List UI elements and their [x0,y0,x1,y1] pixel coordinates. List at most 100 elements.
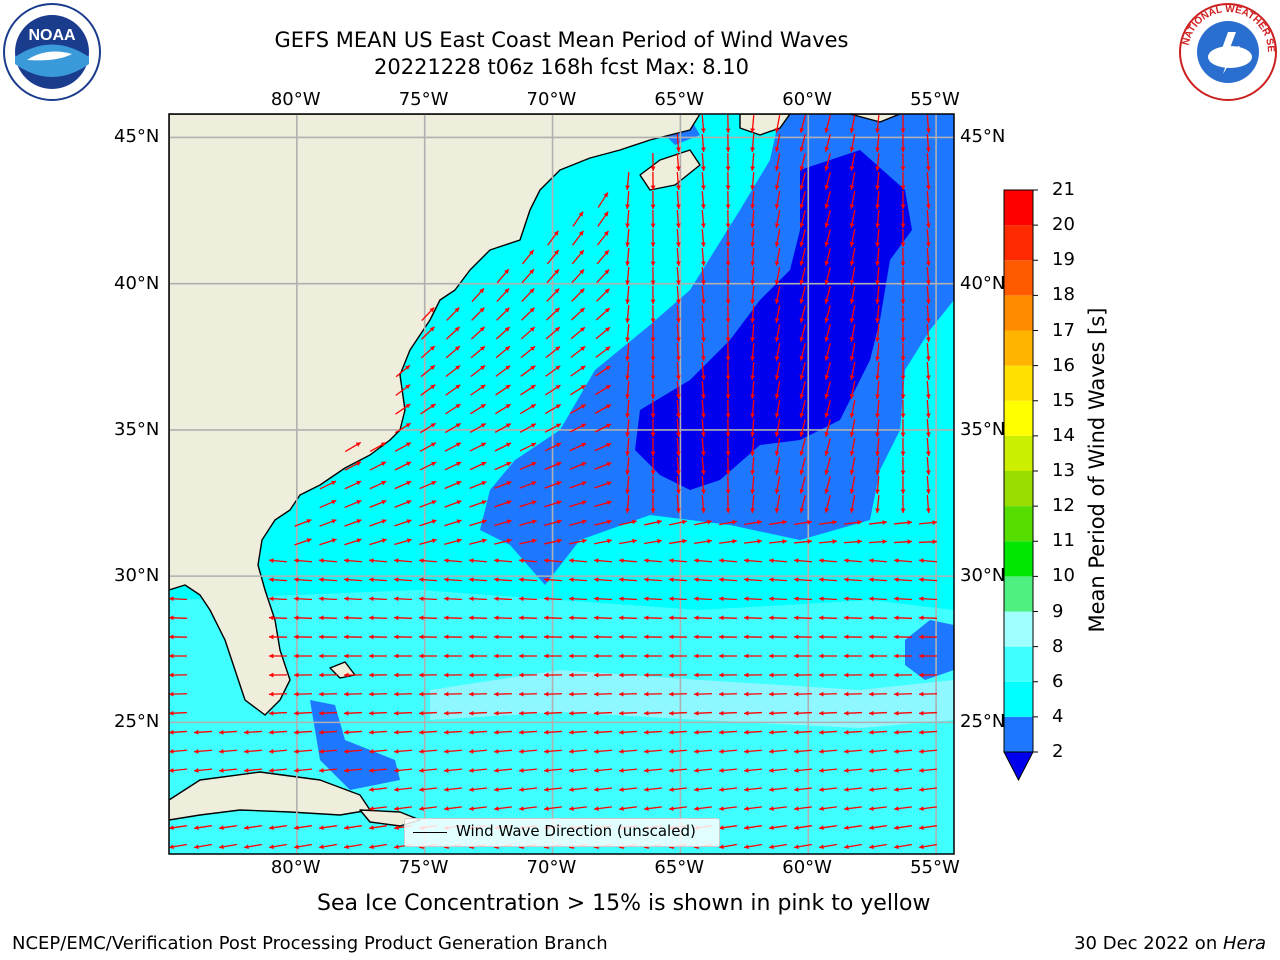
arrow-head [750,375,756,380]
arrow-head [794,653,799,659]
arrow-head [875,204,880,209]
arrow-head [603,230,609,236]
arrow-head [594,710,599,716]
arrow-head [900,204,906,209]
arrow-head [675,489,681,494]
arrow-head [719,806,724,811]
arrow-head [169,844,174,850]
arrow-head [625,242,630,247]
lon-tick-label: 55°W [910,857,960,878]
arrow-head [269,844,274,850]
arrow-head [569,748,574,754]
lon-tick-label: 55°W [910,89,960,110]
arrow-head [925,413,931,418]
arrow-head [369,806,374,811]
arrow-head [469,787,474,792]
arrow-head [719,787,724,792]
arrow-head [531,538,537,544]
arrow-head [849,356,855,361]
arrow-head [919,577,924,583]
arrow-head [919,596,924,602]
arrow-head [844,710,849,716]
arrow-head [824,450,830,456]
arrow-head [719,729,724,735]
arrow-head [900,508,906,513]
arrow-head [774,242,780,247]
arrow-head [294,672,299,678]
arrow-head [650,261,656,266]
arrow-head [725,337,731,342]
arrow-head [619,787,624,792]
arrow-head [774,166,780,171]
arrow-head [444,615,449,621]
arrow-head [603,211,609,217]
arrow-head [799,469,805,475]
arrow-head [894,768,899,773]
arrow-head [331,480,337,486]
arrow-head [750,508,756,513]
arrow-head [369,768,374,773]
arrow-head [694,691,699,697]
arrow-head [799,488,805,494]
arrow-head [444,710,449,716]
arrow-head [675,166,681,171]
arrow-head [430,404,436,409]
arrow-head [419,558,424,563]
arrow-head [719,768,724,773]
arrow-head [555,385,561,390]
land [169,114,901,827]
arrow-head [194,729,199,735]
arrow-head [774,261,780,266]
arrow-head [554,288,560,294]
arrow-head [444,634,449,640]
arrow-head [694,748,699,754]
arrow-head [669,596,674,602]
arrow-head [607,538,612,544]
lat-tick-label: 30°N [960,565,1006,587]
arrow-head [494,768,499,773]
colorbar-segment [1004,225,1033,261]
period-region-below-2 [635,150,912,490]
arrow-head [725,470,731,475]
arrow-head [479,346,485,351]
arrow-head [169,768,174,773]
arrow-head [554,327,560,332]
arrow-head [925,470,931,475]
footer-right: 30 Dec 2022 on Hera [1074,933,1266,954]
arrow-head [644,558,649,563]
arrow-head [430,365,436,370]
lon-tick-label: 60°W [782,857,832,878]
arrow-head [505,423,511,428]
arrow-head [769,748,774,754]
colorbar-tick-label: 18 [1052,284,1075,306]
arrow-head [504,326,510,332]
arrow-head [894,596,899,602]
arrow-head [925,489,931,494]
arrow-head [469,748,474,754]
arrow-head [355,442,361,447]
arrow-head [794,748,799,754]
arrow-head [569,577,574,583]
arrow-head [344,710,349,716]
arrow-head [594,806,599,811]
map-frame [168,113,955,855]
arrow-head [319,710,324,716]
arrow-head [744,558,749,563]
arrow-head [481,500,487,505]
arrow-head [419,748,424,754]
arrow-head [319,634,324,640]
arrow-head [894,672,899,678]
arrow-head [650,470,656,475]
arrow-head [919,768,924,773]
arrow-head [319,653,324,659]
arrow-head [406,461,412,467]
arrow-head [419,710,424,716]
arrow-head [369,844,374,850]
colorbar-segment [1004,260,1033,296]
arrow-head [774,470,780,475]
arrow-head [869,615,874,621]
arrow-head [774,394,780,399]
arrow-head [456,538,462,544]
arrow-head [381,538,387,543]
arrow-head [824,469,830,475]
